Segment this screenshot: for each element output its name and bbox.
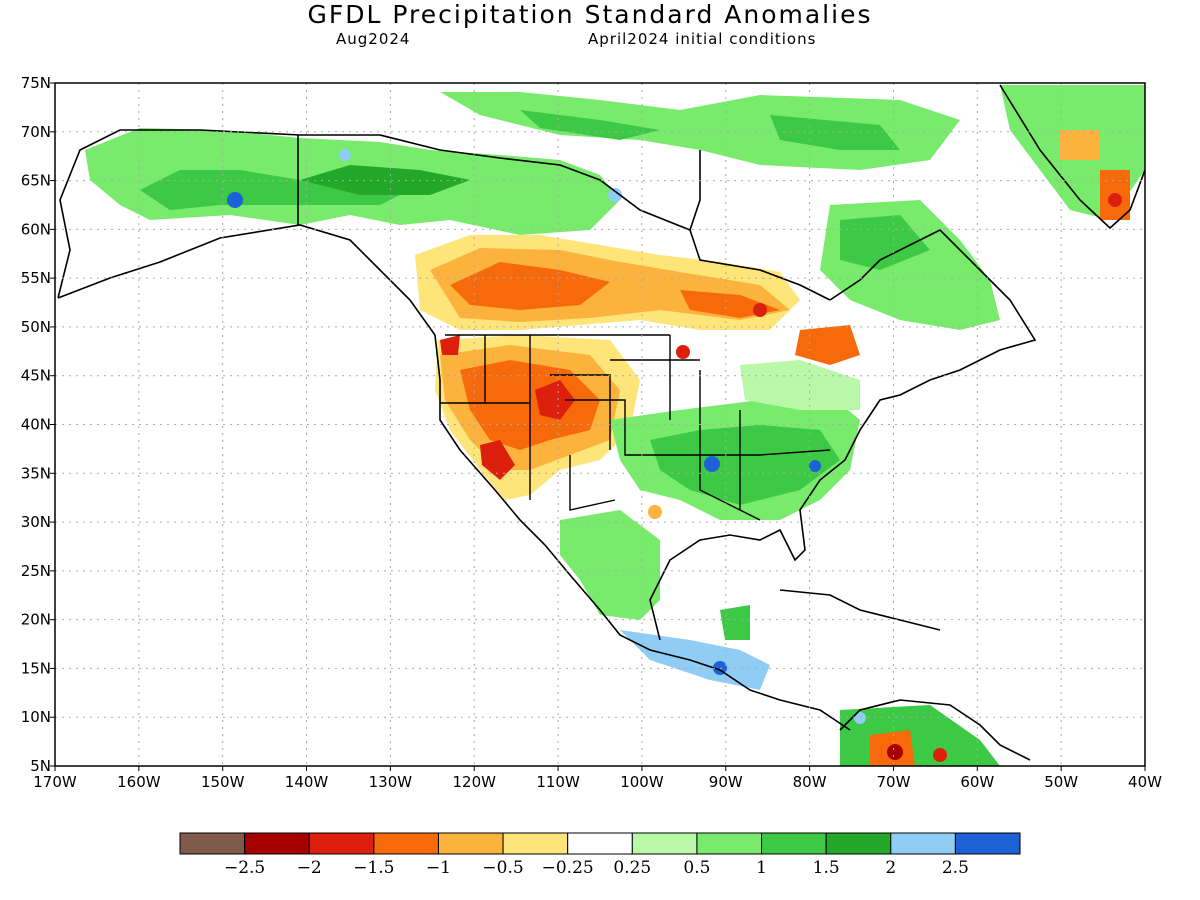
graticule <box>55 83 1145 766</box>
lon-label: 80W <box>793 773 827 791</box>
colorbar-swatch <box>244 832 310 855</box>
colorbar-swatch <box>761 832 827 855</box>
colorbar-label: −0.25 <box>542 858 594 878</box>
colorbar-label: 0.5 <box>683 858 710 878</box>
colorbar-label: −1.5 <box>353 858 394 878</box>
lat-label: 25N <box>21 562 51 580</box>
colorbar-swatch <box>696 832 763 855</box>
colorbar-label: −2.5 <box>224 858 265 878</box>
colorbar-label: 1 <box>756 858 767 878</box>
colorbar-swatch <box>437 832 504 855</box>
lon-label: 70W <box>877 773 911 791</box>
lon-label: 130W <box>369 773 413 791</box>
lon-label: 170W <box>33 773 77 791</box>
colorbar-swatch <box>825 832 892 855</box>
lon-label: 140W <box>285 773 329 791</box>
lon-label: 40W <box>1128 773 1162 791</box>
lat-label: 70N <box>21 123 51 141</box>
lon-label: 60W <box>960 773 994 791</box>
lat-label: 40N <box>21 416 51 434</box>
colorbar-label: 1.5 <box>813 858 840 878</box>
lat-label: 65N <box>21 172 51 190</box>
colorbar-swatch <box>308 832 375 855</box>
colorbar-swatch <box>179 832 246 855</box>
colorbar: −2.5 −2 −1.5 −1 −0.5 −0.25 0.25 0.5 1 1.5 2 2.5 <box>179 832 1021 878</box>
latitude-labels: 75N 70N 65N 60N 55N 50N 45N 40N 35N 30N 25N 20N 15N 1… <box>21 74 55 775</box>
colorbar-label: −1 <box>426 858 451 878</box>
lat-label: 10N <box>21 708 51 726</box>
lat-label: 15N <box>21 659 51 677</box>
lat-label: 60N <box>21 220 51 238</box>
initial-conditions: April2024 initial conditions <box>588 30 817 48</box>
lat-label: 75N <box>21 74 51 92</box>
colorbar-swatch <box>954 832 1021 855</box>
state-boundaries <box>440 334 831 521</box>
colorbar-swatch <box>502 832 569 855</box>
colorbar-label: 0.25 <box>613 858 651 878</box>
lat-label: 55N <box>21 269 51 287</box>
colorbar-label: −0.5 <box>482 858 523 878</box>
longitude-labels: 170W 160W 150W 140W 130W 120W 110W 100W 90W 80W 70… <box>33 766 1162 791</box>
colorbar-label: 2 <box>885 858 896 878</box>
map-title: GFDL Precipitation Standard Anomalies <box>307 0 873 29</box>
lat-label: 50N <box>21 318 51 336</box>
lat-label: 5N <box>30 757 51 775</box>
lon-label: 160W <box>117 773 161 791</box>
coastlines <box>57 84 1145 761</box>
colorbar-label: 2.5 <box>942 858 969 878</box>
lat-label: 30N <box>21 513 51 531</box>
anomaly-field <box>85 85 1145 766</box>
colorbar-swatch <box>373 832 439 855</box>
lon-label: 100W <box>620 773 664 791</box>
lon-label: 50W <box>1044 773 1078 791</box>
lon-label: 150W <box>201 773 245 791</box>
colorbar-swatch <box>890 832 956 855</box>
lat-label: 35N <box>21 464 51 482</box>
colorbar-swatch <box>567 832 633 855</box>
lon-label: 120W <box>452 773 496 791</box>
lon-label: 110W <box>536 773 580 791</box>
valid-month: Aug2024 <box>336 30 411 48</box>
lat-label: 45N <box>21 367 51 385</box>
colorbar-swatch <box>631 832 698 855</box>
lon-label: 90W <box>709 773 743 791</box>
lat-label: 20N <box>21 611 51 629</box>
colorbar-label: −2 <box>297 858 322 878</box>
